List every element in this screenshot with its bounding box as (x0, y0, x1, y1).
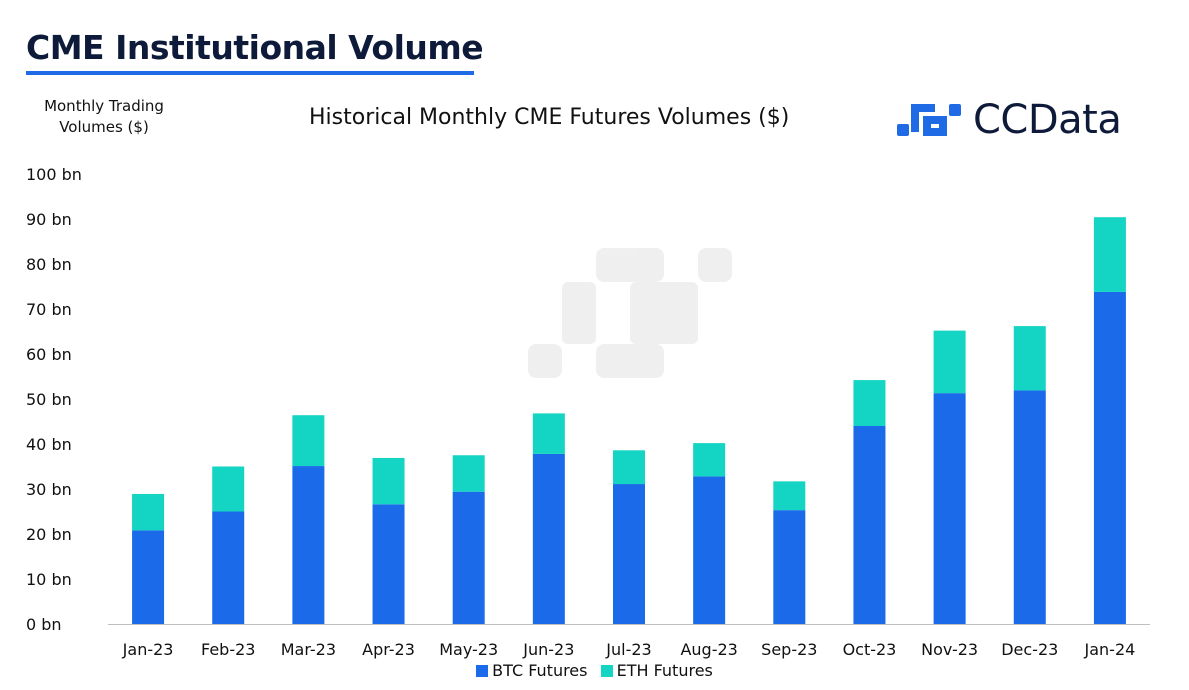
bar-btc-jun-23 (532, 453, 565, 624)
x-tick-label: Dec-23 (1001, 640, 1058, 659)
title-underline (26, 71, 474, 75)
bar-btc-aug-23 (693, 476, 726, 624)
x-tick-label: Jun-23 (522, 640, 574, 659)
bar-eth-jan-24 (1093, 217, 1126, 292)
bar-eth-apr-23 (372, 457, 405, 505)
bar-btc-apr-23 (372, 504, 405, 624)
bar-btc-may-23 (452, 491, 485, 624)
legend-label-eth: ETH Futures (616, 661, 713, 680)
y-tick-label: 20 bn (26, 525, 72, 544)
bar-eth-jul-23 (613, 450, 645, 485)
legend-label-btc: BTC Futures (492, 661, 588, 680)
bar-eth-jun-23 (532, 413, 565, 454)
bar-eth-oct-23 (853, 380, 886, 426)
y-tick-label: 70 bn (26, 300, 72, 319)
x-tick-label: Nov-23 (921, 640, 978, 659)
bar-eth-nov-23 (933, 330, 966, 394)
legend-item-eth: ETH Futures (600, 660, 713, 682)
bar-btc-dec-23 (1013, 390, 1046, 624)
legend-swatch-eth (600, 665, 613, 677)
y-tick-label: 100 bn (26, 165, 82, 184)
bar-eth-dec-23 (1013, 326, 1046, 391)
page-title: CME Institutional Volume (26, 28, 484, 67)
bar-eth-may-23 (452, 455, 485, 492)
x-tick-label: Aug-23 (680, 640, 737, 659)
ccdata-logo-icon (897, 104, 961, 136)
legend: BTC Futures ETH Futures (0, 660, 1189, 683)
y-tick-label: 0 bn (26, 615, 62, 634)
y-tick-label: 90 bn (26, 210, 72, 229)
bar-btc-feb-23 (212, 511, 245, 624)
legend-item-btc: BTC Futures (476, 660, 587, 682)
x-tick-label: Mar-23 (281, 640, 336, 659)
brand-logo: CCData (897, 96, 1157, 144)
watermark (528, 248, 732, 378)
y-axis-title: Monthly Trading Volumes ($) (44, 97, 164, 136)
bar-btc-jul-23 (613, 484, 645, 624)
bar-eth-feb-23 (212, 466, 245, 512)
bar-eth-mar-23 (292, 415, 325, 467)
x-tick-label: Jan-24 (1084, 640, 1136, 659)
y-tick-label: 50 bn (26, 390, 72, 409)
bar-btc-oct-23 (853, 426, 886, 624)
bar-btc-mar-23 (292, 466, 325, 624)
x-tick-label: Jul-23 (605, 640, 651, 659)
bar-eth-jan-23 (132, 493, 165, 531)
bar-eth-sep-23 (773, 481, 806, 511)
x-tick-label: Sep-23 (761, 640, 817, 659)
brand-text: CCData (973, 97, 1122, 143)
y-tick-label: 80 bn (26, 255, 72, 274)
bar-eth-aug-23 (693, 443, 726, 477)
x-tick-label: Jan-23 (122, 640, 174, 659)
bar-btc-sep-23 (773, 510, 806, 624)
x-tick-label: Oct-23 (843, 640, 897, 659)
y-tick-label: 60 bn (26, 345, 72, 364)
x-tick-label: Feb-23 (201, 640, 255, 659)
x-tick-label: May-23 (439, 640, 498, 659)
chart-title: Historical Monthly CME Futures Volumes (… (309, 105, 790, 130)
y-tick-label: 40 bn (26, 435, 72, 454)
bar-btc-nov-23 (933, 393, 966, 624)
bar-btc-jan-24 (1093, 291, 1126, 624)
legend-swatch-btc (476, 665, 489, 677)
y-tick-label: 10 bn (26, 570, 72, 589)
bar-btc-jan-23 (132, 530, 165, 624)
x-tick-label: Apr-23 (362, 640, 415, 659)
y-tick-label: 30 bn (26, 480, 72, 499)
